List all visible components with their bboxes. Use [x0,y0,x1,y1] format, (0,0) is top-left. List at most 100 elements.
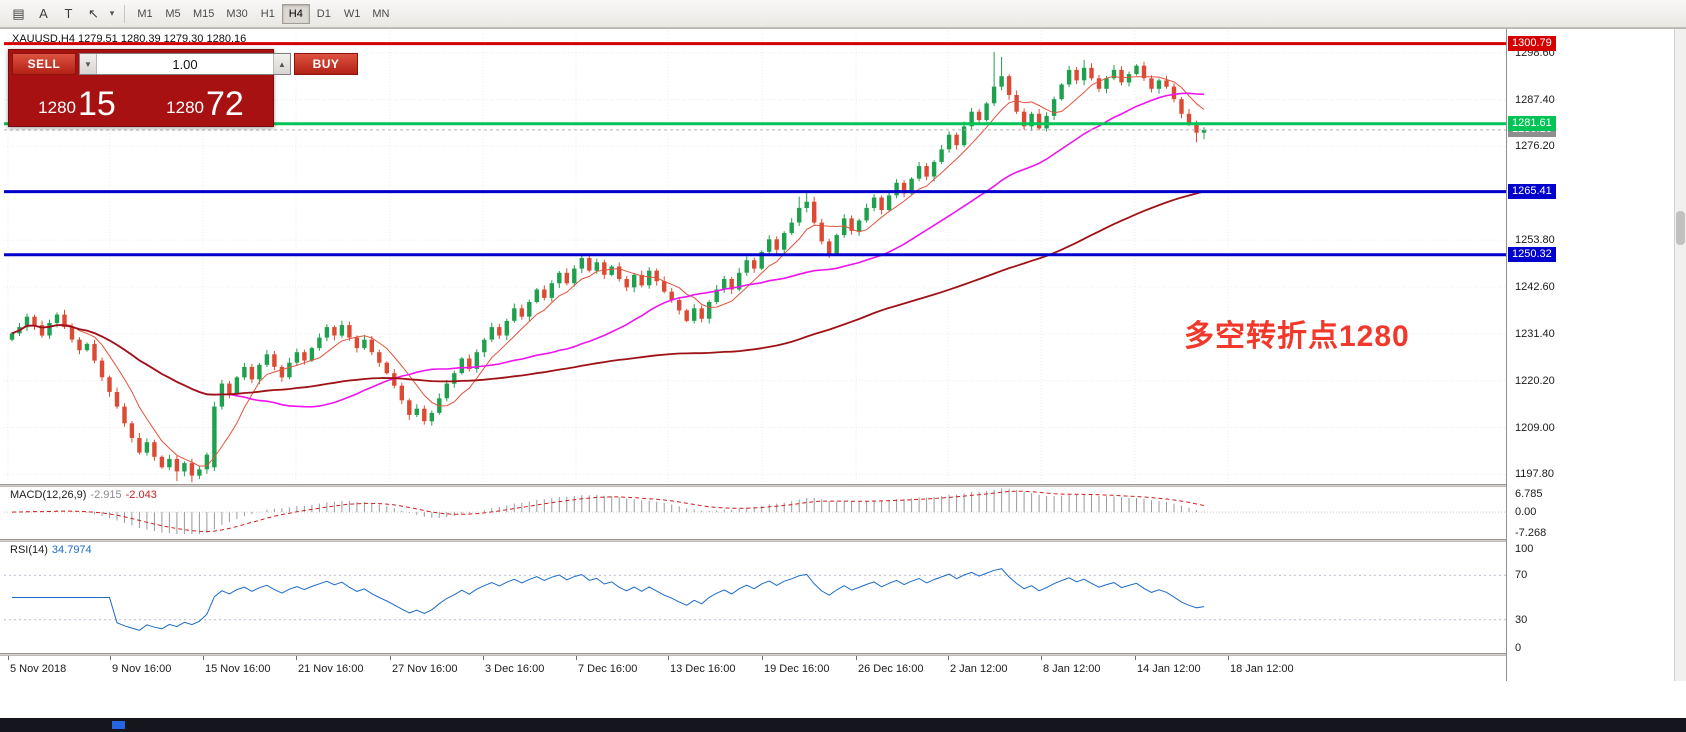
time-axis-tick [1228,656,1229,660]
lot-increase-button[interactable]: ▲ [273,54,290,74]
pane-splitter[interactable] [0,653,1674,656]
time-axis-label: 3 Dec 16:00 [485,663,545,675]
timeframe-m15[interactable]: M15 [187,4,220,24]
rsi-pane[interactable]: RSI(14) 34.7974 [4,542,1506,653]
chart-shift-icon[interactable]: ▤ [6,3,31,25]
symbol-ohlc-info: XAUUSD,H4 1279.51 1280.39 1279.30 1280.1… [12,33,247,45]
lot-decrease-button[interactable]: ▼ [80,54,97,74]
time-axis-label: 8 Jan 12:00 [1043,663,1101,675]
time-axis-tick [203,656,204,660]
candles-layer [9,51,1207,483]
time-axis-tick [1041,656,1042,660]
macd-pane[interactable]: MACD(12,26,9) -2.915 -2.043 [4,487,1506,539]
macd-histogram [19,488,1205,535]
rsi-scale-label: 0 [1515,642,1522,654]
buy-button[interactable]: BUY [294,53,358,75]
rsi-line [12,568,1205,631]
time-axis-tick [668,656,669,660]
timeframe-h4[interactable]: H4 [281,3,310,24]
timeframe-h1[interactable]: H1 [254,4,282,24]
ask-price-pips: 72 [206,85,244,124]
timeframes-group: M1 M5 M15 M30 H1 H4 D1 W1 MN [131,3,395,24]
price-axis-label: 1253.80 [1515,234,1555,247]
time-axis-tick [576,656,577,660]
time-axis[interactable]: 5 Nov 2018 9 Nov 16:00 15 Nov 16:00 21 Nov … [4,656,1506,681]
time-axis-tick [296,656,297,660]
price-axis-label: 1197.80 [1515,468,1554,481]
timeframe-m5[interactable]: M5 [159,4,187,24]
time-axis-tick [110,656,111,660]
rsi-scale-label: 30 [1515,613,1528,626]
text-annotation-icon[interactable]: A [31,3,56,25]
macd-scale-label: 6.785 [1515,488,1543,500]
time-axis-label: 13 Dec 16:00 [670,663,736,675]
trade-panel-prices: 1280 15 1280 72 [9,78,273,124]
rsi-scale-label: 70 [1515,569,1528,582]
draw-objects-icon[interactable]: ↖ [81,3,106,25]
text-tool-icon[interactable]: T [56,3,81,25]
chart-annotation: 多空转折点1280 [1184,320,1410,353]
sell-button[interactable]: SELL [12,53,76,75]
pane-splitter[interactable] [0,539,1674,542]
time-axis-label: 5 Nov 2018 [10,663,67,675]
rsi-name: RSI(14) [10,544,48,556]
taskbar-accent [112,721,125,729]
taskbar-strip [0,718,1686,732]
trade-panel-controls: SELL ▼ ▲ BUY [9,50,358,78]
macd-label: MACD(12,26,9) -2.915 -2.043 [10,489,161,501]
bid-price-main: 1280 [38,98,76,117]
price-axis-label: 1242.60 [1515,280,1555,293]
macd-signal-line [11,490,1205,533]
macd-chart [4,488,1506,535]
time-axis-tick [856,656,857,660]
timeframe-mn[interactable]: MN [366,4,395,24]
macd-scale-label: 0.00 [1515,506,1537,519]
time-axis-label: 18 Jan 12:00 [1230,663,1294,675]
toolbar-separator [124,4,125,23]
price-badge-1300.79: 1300.79 [1508,35,1556,51]
price-axis-label: 1276.20 [1515,140,1555,153]
time-axis-tick [483,656,484,660]
rsi-value: 34.7974 [51,544,92,556]
ask-price: 1280 72 [141,85,269,124]
time-axis-label: 2 Jan 12:00 [950,663,1008,675]
lot-size-input[interactable] [97,54,273,74]
draw-objects-caret-icon[interactable]: ▾ [106,3,118,25]
pane-splitter[interactable] [0,484,1674,487]
time-axis-tick [8,656,9,660]
price-scale[interactable]: 1298.601287.401276.201265.001253.801242.… [1506,29,1674,681]
grid-layer [4,31,1506,484]
rsi-chart [4,568,1506,631]
timeframe-w1[interactable]: W1 [338,4,367,24]
time-axis-tick [390,656,391,660]
time-axis-label: 27 Nov 16:00 [392,663,458,675]
vertical-scrollbar[interactable] [1674,29,1686,681]
lot-size-box: ▼ ▲ [79,53,291,75]
time-axis-label: 19 Dec 16:00 [764,663,830,675]
macd-scale-label: -7.268 [1515,527,1547,539]
drawing-tools-group: ▤ A T ↖ ▾ [6,3,118,25]
chart-region: XAUUSD,H4 1279.51 1280.39 1279.30 1280.1… [0,28,1686,718]
scrollbar-thumb[interactable] [1676,211,1685,245]
ask-price-main: 1280 [166,98,204,117]
time-axis-label: 9 Nov 16:00 [112,663,172,675]
price-badge-1265.41: 1265.41 [1508,183,1556,199]
timeframe-d1[interactable]: D1 [310,4,338,24]
price-badge-1281.61: 1281.61 [1508,115,1556,131]
bid-price-pips: 15 [78,85,116,124]
bid-price: 1280 15 [13,85,141,124]
time-axis-label: 26 Dec 16:00 [858,663,924,675]
macd-main-value: -2.915 [90,489,122,501]
ma-mid-line [11,92,1205,408]
time-axis-label: 7 Dec 16:00 [578,663,638,675]
timeframe-m1[interactable]: M1 [131,4,159,24]
price-chart-pane[interactable]: XAUUSD,H4 1279.51 1280.39 1279.30 1280.1… [4,31,1506,484]
one-click-trading-panel: SELL ▼ ▲ BUY 1280 15 1280 72 [8,49,358,127]
time-axis-label: 15 Nov 16:00 [205,663,271,675]
price-axis-label: 1287.40 [1515,93,1555,106]
timeframe-m30[interactable]: M30 [220,4,253,24]
macd-name: MACD(12,26,9) [10,489,87,501]
price-axis-label: 1231.40 [1515,327,1555,340]
time-axis-label: 14 Jan 12:00 [1137,663,1201,675]
